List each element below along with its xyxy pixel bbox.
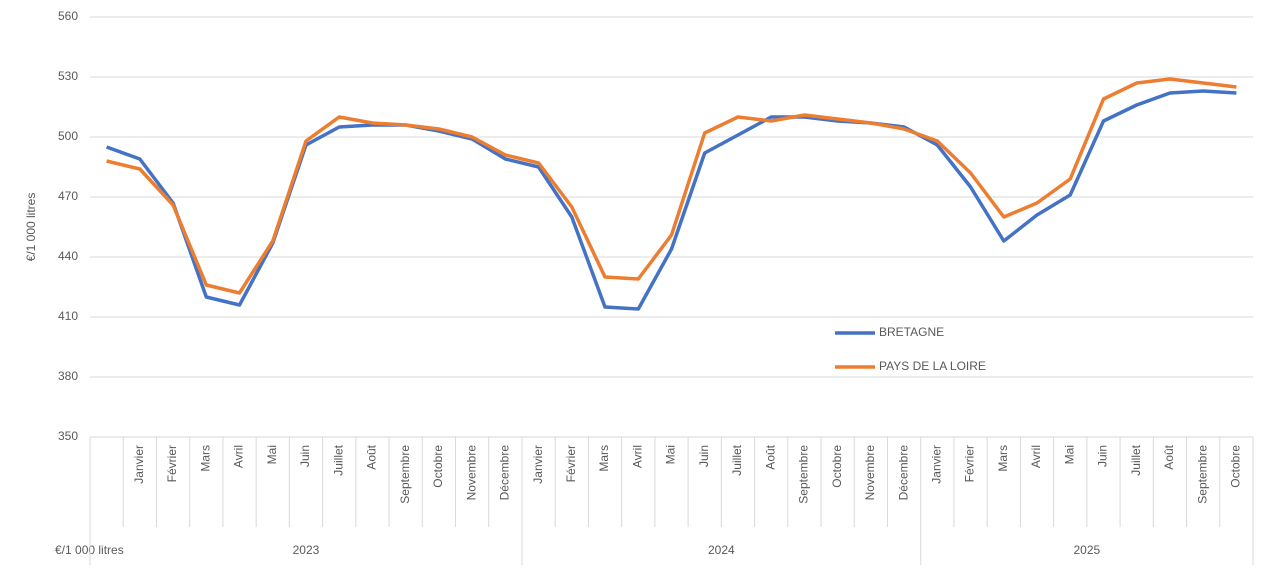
y-tick-label: 500: [58, 129, 78, 143]
x-tick-label: Janvier: [531, 445, 545, 484]
x-tick-label: Juin: [697, 445, 711, 467]
x-tick-label: Octobre: [1229, 445, 1243, 488]
x-tick-label: Octobre: [830, 445, 844, 488]
y-tick-label: 350: [58, 429, 78, 443]
y-axis-title: €/1 000 litres: [24, 193, 38, 262]
x-tick-label: Juin: [298, 445, 312, 467]
group-label: 2024: [708, 543, 735, 557]
x-tick-label: Janvier: [132, 445, 146, 484]
group-label: 2025: [1074, 543, 1101, 557]
x-tick-label: Octobre: [431, 445, 445, 488]
x-tick-label: Juillet: [1129, 444, 1143, 475]
x-tick-label: Septembre: [1195, 445, 1209, 504]
x-tick-label: Novembre: [464, 445, 478, 501]
x-tick-label: Août: [1162, 444, 1176, 469]
x-tick-label: Novembre: [863, 445, 877, 501]
x-tick-label: Mai: [664, 445, 678, 464]
x-tick-label: Janvier: [930, 445, 944, 484]
x-tick-label: Mars: [198, 445, 212, 472]
x-tick-label: Août: [365, 444, 379, 469]
x-tick-label: Mars: [597, 445, 611, 472]
x-tick-label: Février: [963, 445, 977, 482]
x-tick-label: Février: [165, 445, 179, 482]
series-line: [106, 89, 1237, 311]
y-tick-label: 380: [58, 369, 78, 383]
x-tick-label: Avril: [630, 445, 644, 468]
x-tick-label: Mai: [265, 445, 279, 464]
x-tick-label: Septembre: [398, 445, 412, 504]
y-tick-label: 530: [58, 69, 78, 83]
x-tick-label: Décembre: [498, 445, 512, 501]
x-tick-label: Décembre: [896, 445, 910, 501]
y-tick-label: 560: [58, 9, 78, 23]
legend-label: BRETAGNE: [879, 325, 944, 339]
group-label: 2023: [293, 543, 320, 557]
x-tick-label: Août: [763, 444, 777, 469]
x-tick-label: Juillet: [730, 444, 744, 475]
x-tick-label: Avril: [232, 445, 246, 468]
y-tick-label: 410: [58, 309, 78, 323]
y-tick-label: 440: [58, 249, 78, 263]
y-tick-label: 470: [58, 189, 78, 203]
x-tick-label: Mai: [1062, 445, 1076, 464]
x-tick-label: Juillet: [331, 444, 345, 475]
legend-label: PAYS DE LA LOIRE: [879, 359, 986, 373]
series-line: [106, 77, 1237, 295]
x-tick-label: Septembre: [797, 445, 811, 504]
corner-label: €/1 000 litres: [55, 543, 124, 557]
x-tick-label: Juin: [1096, 445, 1110, 467]
x-tick-label: Mars: [996, 445, 1010, 472]
x-tick-label: Avril: [1029, 445, 1043, 468]
x-tick-label: Février: [564, 445, 578, 482]
